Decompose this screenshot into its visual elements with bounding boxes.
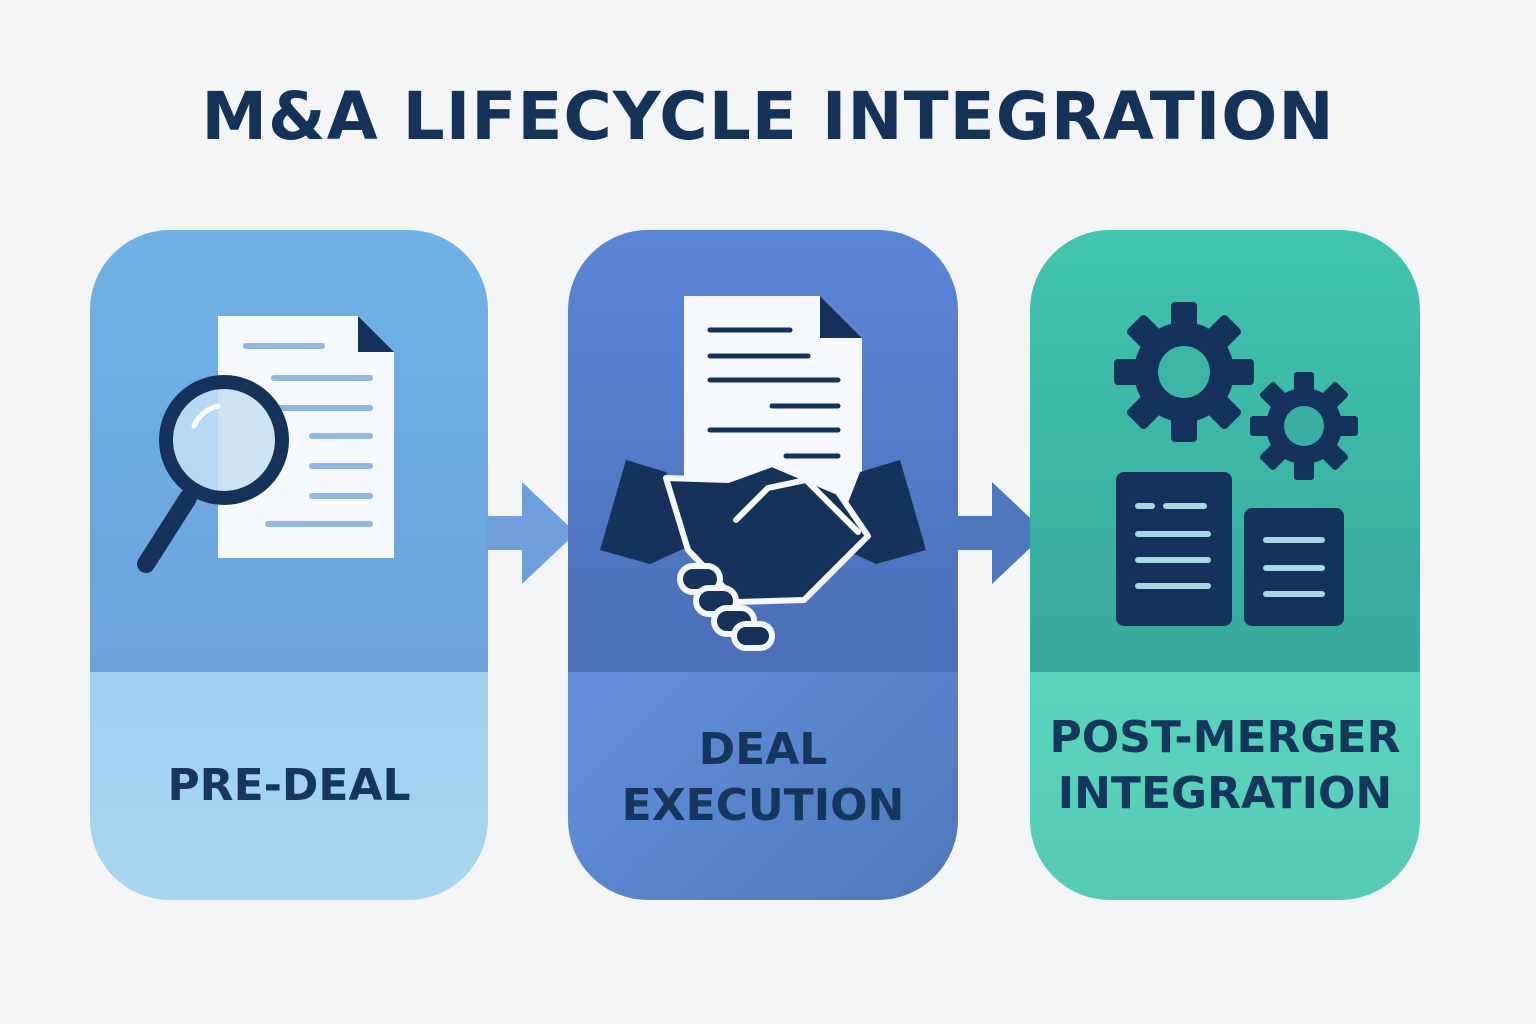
stage-card-post-merger-integration: POST-MERGER INTEGRATION bbox=[1030, 230, 1420, 900]
stage-card-deal-execution: DEAL EXECUTION bbox=[568, 230, 958, 900]
document-search-icon bbox=[137, 316, 394, 573]
gears-documents-icon bbox=[1114, 302, 1358, 626]
stage-card-label-area bbox=[90, 672, 488, 900]
gear-icon bbox=[1114, 302, 1254, 442]
stage-label-pre-deal: PRE-DEAL bbox=[90, 672, 488, 900]
diagram-title: M&A LIFECYCLE INTEGRATION bbox=[201, 78, 1335, 155]
stage-label-line: EXECUTION bbox=[621, 780, 905, 831]
stage-label-line: DEAL bbox=[698, 724, 828, 775]
flow-arrow-icon bbox=[486, 482, 576, 584]
gear-icon bbox=[1250, 372, 1358, 480]
stage-card-label-area bbox=[568, 672, 958, 900]
stage-label-post-merger-integration: POST-MERGER INTEGRATION bbox=[1030, 672, 1420, 900]
flow-arrow-icon bbox=[956, 482, 1046, 584]
stage-label-deal-execution: DEAL EXECUTION bbox=[568, 672, 958, 900]
stage-label-line: INTEGRATION bbox=[1057, 768, 1393, 819]
stage-label-line: PRE-DEAL bbox=[167, 760, 411, 811]
stage-card-label-area bbox=[1030, 672, 1420, 900]
stage-card-pre-deal: PRE-DEAL bbox=[90, 230, 488, 900]
handshake-contract-icon bbox=[600, 296, 926, 651]
stage-label-line: POST-MERGER bbox=[1049, 712, 1401, 763]
